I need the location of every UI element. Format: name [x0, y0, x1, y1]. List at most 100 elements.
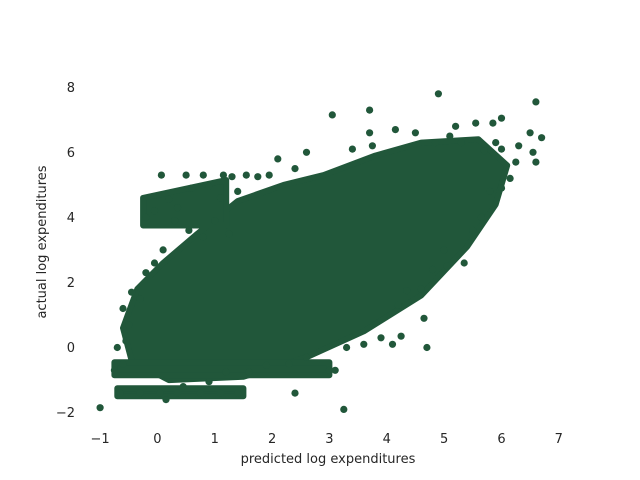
scatter-point-62: [429, 265, 437, 274]
scatter-point-64: [440, 246, 448, 254]
scatter-point-85: [489, 119, 497, 127]
scatter-point-52: [343, 343, 351, 352]
y-tick-label: 6: [67, 146, 75, 161]
scatter-point-49: [331, 366, 339, 374]
x-tick-label: −1: [91, 432, 110, 447]
scatter-point-69: [497, 184, 506, 192]
scatter-point-91: [291, 165, 299, 173]
scatter-point-96: [492, 139, 500, 147]
scatter-point-1: [157, 171, 165, 179]
scatter-point-14: [205, 182, 213, 191]
scatter-point-61: [417, 285, 425, 293]
scatter-dense-cloud: [111, 136, 511, 400]
scatter-point-34: [136, 389, 144, 397]
scatter-point-7: [254, 173, 262, 181]
x-tick-label: 1: [211, 432, 219, 447]
scatter-point-53: [360, 340, 368, 348]
scatter-point-32: [119, 360, 127, 368]
scatter-point-51: [340, 405, 348, 413]
scatter-point-79: [366, 106, 374, 114]
scatter-point-86: [497, 114, 506, 122]
scatter-point-41: [179, 383, 187, 391]
scatter-point-89: [302, 148, 311, 156]
scatter-point-2: [182, 171, 190, 179]
scatter-point-57: [423, 343, 431, 352]
scatter-point-50: [291, 389, 299, 397]
scatter-point-63: [443, 262, 451, 270]
x-tick-label: 5: [440, 432, 448, 447]
scatter-point-24: [142, 269, 150, 277]
scatter-point-70: [506, 174, 514, 182]
scatter-point-12: [173, 204, 182, 212]
scatter-dense-region-0: [120, 136, 511, 384]
x-axis-label: predicted log expenditures: [241, 452, 416, 467]
scatter-point-60: [403, 287, 411, 295]
scatter-point-6: [242, 171, 250, 179]
scatter-point-25: [150, 259, 159, 267]
scatter-point-22: [128, 288, 136, 296]
scatter-point-78: [434, 90, 442, 98]
scatter-point-94: [446, 132, 454, 140]
scatter-point-46: [285, 360, 293, 368]
scatter-point-42: [205, 378, 213, 386]
x-tick-label: 0: [153, 432, 161, 447]
scatter-point-84: [472, 119, 480, 127]
scatter-point-8: [265, 171, 273, 179]
scatter-point-27: [119, 304, 127, 313]
scatter-point-29: [122, 337, 130, 345]
scatter-dense-region-1: [140, 177, 230, 229]
x-tick-label: 3: [325, 432, 333, 447]
scatter-point-90: [274, 155, 282, 163]
scatter-point-45: [262, 361, 270, 369]
y-tick-label: −2: [56, 406, 75, 421]
scatter-point-67: [477, 213, 485, 221]
scatter-point-71: [512, 158, 520, 166]
scatter-point-93: [431, 139, 440, 147]
scatter-point-76: [526, 129, 534, 137]
scatter-points: [96, 90, 546, 413]
scatter-point-82: [391, 126, 399, 134]
scatter-point-13: [188, 184, 196, 192]
scatter-point-47: [302, 353, 311, 361]
scatter-point-21: [225, 230, 233, 238]
scatter-point-11: [165, 195, 173, 204]
scatter-point-58: [420, 314, 428, 322]
scatter-point-40: [162, 396, 170, 404]
x-tick-label: 4: [383, 432, 391, 447]
scatter-point-3: [199, 171, 207, 179]
scatter-point-4: [219, 171, 227, 179]
x-tick-label: 7: [555, 432, 563, 447]
scatter-point-10: [150, 207, 159, 215]
scatter-point-55: [388, 340, 397, 348]
y-tick-label: 8: [67, 81, 75, 96]
scatter-point-30: [113, 343, 121, 352]
scatter-point-72: [515, 142, 523, 150]
y-axis-ticks: −2 0 2 4 6 8: [56, 81, 75, 421]
x-axis-ticks: −1 0 1 2 3 4 5 6 7: [91, 432, 563, 447]
scatter-point-20: [211, 217, 219, 225]
scatter-point-16: [234, 187, 242, 195]
scatter-point-35: [156, 389, 164, 397]
x-tick-label: 6: [497, 432, 505, 447]
scatter-point-54: [377, 334, 385, 342]
scatter-dense-region-2: [111, 359, 333, 379]
scatter-point-17: [171, 217, 179, 225]
scatter-point-73: [529, 148, 537, 156]
scatter-point-38: [216, 389, 225, 397]
y-axis-label: actual log expenditures: [35, 165, 50, 318]
scatter-point-77: [532, 98, 540, 106]
scatter-point-56: [397, 332, 405, 340]
scatter-point-48: [325, 366, 333, 374]
scatter-point-74: [532, 158, 540, 166]
scatter-point-37: [196, 389, 204, 397]
scatter-point-80: [328, 111, 336, 119]
scatter-point-28: [125, 321, 133, 329]
scatter-point-95: [457, 139, 465, 147]
scatter-point-75: [538, 134, 546, 142]
scatter-point-44: [245, 368, 253, 376]
scatter-point-66: [469, 226, 477, 234]
scatter-point-33: [116, 389, 124, 397]
scatter-point-15: [216, 194, 225, 202]
scatter-point-5: [228, 173, 236, 181]
